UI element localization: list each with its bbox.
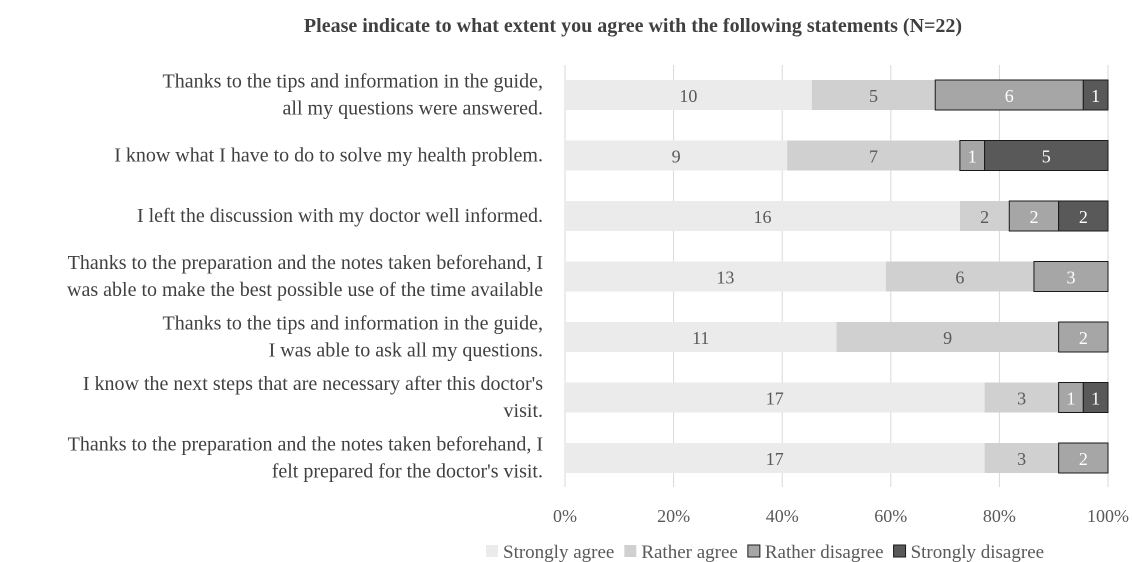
x-tick-label: 100% [1087, 506, 1129, 526]
data-label: 1 [1091, 389, 1100, 409]
category-label: I left the discussion with my doctor wel… [137, 205, 543, 227]
bar-segment [565, 382, 985, 413]
data-label: 2 [1079, 207, 1088, 227]
data-label: 17 [766, 449, 784, 469]
category-label: felt prepared for the doctor's visit. [272, 461, 543, 483]
category-label: was able to make the best possible use o… [67, 279, 543, 301]
bar-segment [1058, 382, 1084, 413]
x-tick-label: 80% [983, 506, 1016, 526]
data-label: 17 [766, 389, 784, 409]
data-label: 1 [1066, 389, 1075, 409]
data-label: 9 [943, 328, 952, 348]
x-tick-label: 60% [874, 506, 907, 526]
data-label: 2 [1079, 449, 1088, 469]
bar-segment [811, 80, 936, 110]
bar-segment [1058, 321, 1109, 353]
bar-segment [565, 261, 886, 292]
bar-segment [984, 382, 1059, 413]
bar-segment [934, 79, 1084, 111]
data-label: 5 [1042, 147, 1051, 167]
legend-swatch [486, 545, 498, 557]
data-label: 5 [869, 86, 878, 106]
legend-label: Strongly agree [503, 542, 614, 562]
data-label: 2 [1079, 328, 1088, 348]
data-label: 3 [1017, 449, 1026, 469]
legend-label: Strongly disagree [911, 542, 1045, 562]
data-label: 6 [1005, 86, 1014, 106]
legend-swatch [747, 544, 761, 558]
data-label: 9 [672, 147, 681, 167]
x-tick-label: 20% [657, 506, 690, 526]
bar-segment [787, 140, 960, 171]
data-label: 1 [968, 147, 977, 167]
category-label: Thanks to the tips and information in th… [163, 313, 544, 335]
data-label: 7 [869, 147, 878, 167]
data-label: 6 [955, 268, 964, 288]
bar-segment [984, 443, 1059, 473]
data-label: 3 [1017, 389, 1026, 409]
bar-segment [885, 261, 1034, 292]
bar-segment [1082, 79, 1109, 111]
category-label: I know what I have to do to solve my hea… [114, 145, 543, 167]
bar-segment [984, 140, 1109, 171]
category-label: I was able to ask all my questions. [269, 340, 543, 362]
chart-title: Please indicate to what extent you agree… [304, 15, 962, 37]
legend-swatch [893, 544, 907, 558]
data-label: 2 [1029, 207, 1038, 227]
data-label: 3 [1066, 268, 1075, 288]
bars: 10 5 6 19 7 1 516 2 2 213 6 311 9 217 3 1 117 3 2 [565, 79, 1109, 474]
category-labels: Thanks to the tips and information in th… [67, 71, 543, 483]
bar-segment [1058, 442, 1109, 474]
legend: Strongly agree Rather agree Rather disagre… [486, 542, 1044, 562]
data-label: 13 [716, 268, 734, 288]
x-tick-label: 40% [766, 506, 799, 526]
category-label: visit. [504, 400, 543, 422]
x-axis-ticks: 0% 20% 40% 60% 80% 100% [553, 506, 1129, 526]
data-label: 11 [692, 328, 709, 348]
bar-segment [565, 322, 837, 352]
data-label: 10 [679, 86, 697, 106]
x-tick-label: 0% [553, 506, 577, 526]
data-label: 2 [980, 207, 989, 227]
bar-segment [565, 201, 960, 231]
category-label: all my questions were answered. [283, 98, 543, 120]
bar-segment [836, 322, 1059, 352]
category-label: Thanks to the preparation and the notes … [68, 434, 543, 456]
bar-segment [565, 140, 788, 171]
legend-label: Rather agree [641, 542, 738, 562]
legend-swatch [624, 545, 637, 557]
bar-segment [1082, 382, 1109, 413]
category-label: I know the next steps that are necessary… [83, 373, 543, 395]
bar-segment [565, 80, 812, 110]
data-label: 16 [753, 207, 771, 227]
bar-segment [1033, 261, 1109, 292]
category-label: Thanks to the tips and information in th… [163, 71, 544, 93]
bar-segment [959, 201, 1010, 231]
category-label: Thanks to the preparation and the notes … [68, 252, 543, 274]
bar-segment [565, 443, 985, 473]
data-label: 1 [1091, 86, 1100, 106]
bar-segment [1058, 200, 1109, 232]
legend-label: Rather disagree [765, 542, 884, 562]
